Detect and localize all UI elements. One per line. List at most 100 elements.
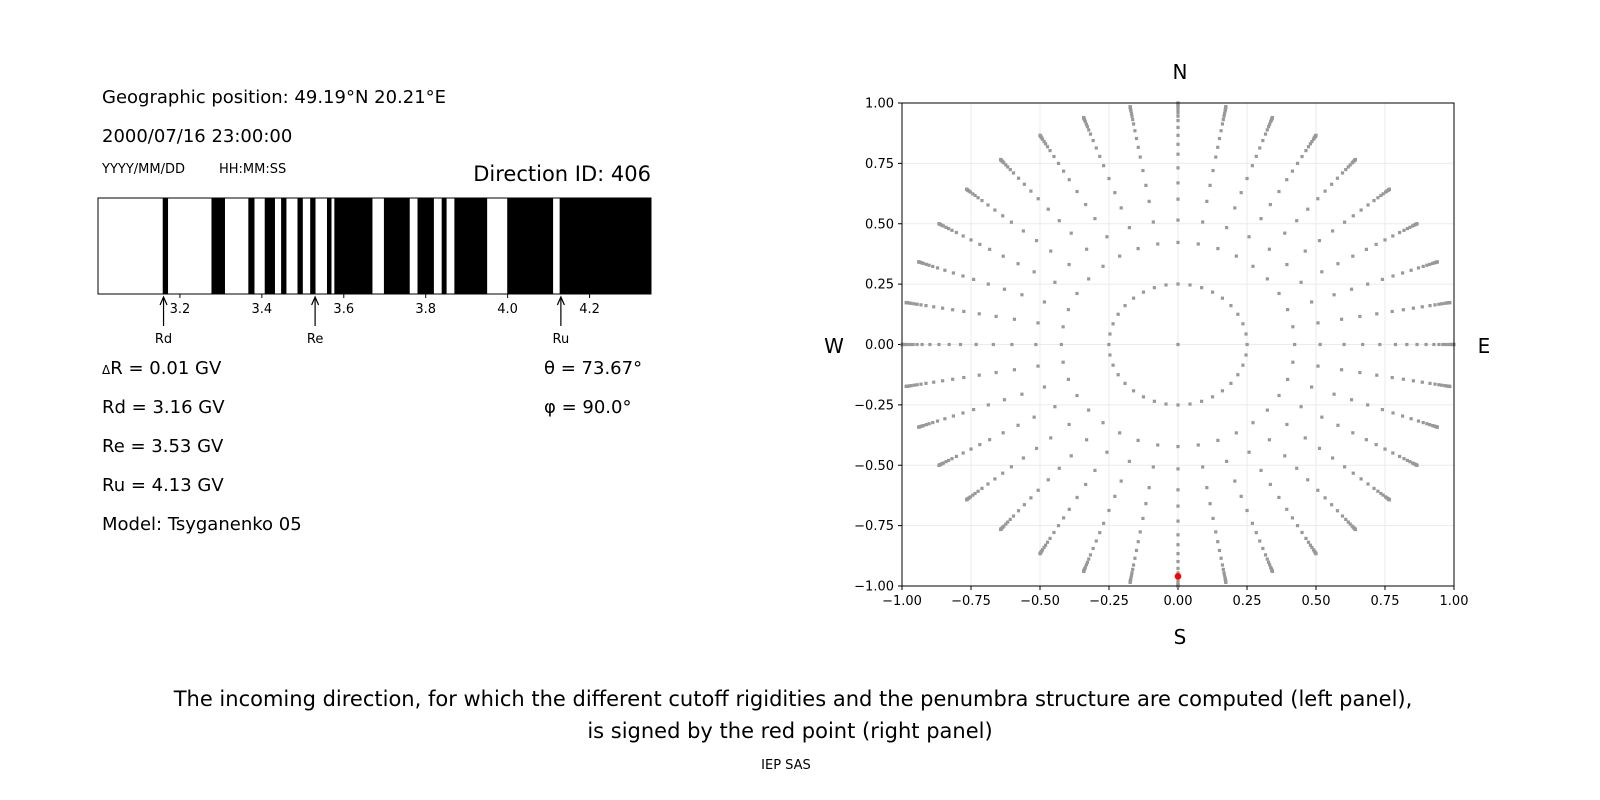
direction-point	[1105, 450, 1109, 454]
direction-point	[1448, 300, 1452, 305]
direction-point	[1001, 214, 1005, 218]
direction-point	[1034, 342, 1038, 347]
direction-point	[1364, 438, 1368, 442]
direction-west-label: W	[824, 334, 844, 358]
direction-point	[1211, 168, 1215, 173]
direction-point	[1220, 122, 1225, 126]
direction-point	[1266, 125, 1271, 129]
direction-point	[1336, 262, 1340, 266]
direction-point	[1309, 385, 1314, 389]
direction-point	[1408, 460, 1412, 464]
direction-point	[1299, 280, 1303, 284]
direction-east-label: E	[1478, 334, 1491, 358]
direction-point	[951, 271, 955, 275]
direction-south-label: S	[1174, 625, 1187, 649]
direction-point	[912, 302, 916, 306]
penumbra-frame	[97, 197, 652, 295]
direction-point	[980, 486, 984, 491]
direction-point	[1375, 373, 1379, 377]
direction-point	[1351, 431, 1355, 435]
direction-point	[1176, 504, 1180, 508]
direction-point	[1349, 398, 1354, 402]
datetime: 2000/07/16 23:00:00	[102, 126, 292, 147]
direction-point	[1425, 422, 1429, 426]
direction-point	[1220, 563, 1225, 567]
direction-point	[1259, 217, 1263, 221]
direction-point	[1111, 322, 1115, 326]
direction-point	[924, 423, 928, 427]
direction-point	[1351, 471, 1355, 475]
direction-point	[1128, 105, 1132, 109]
direction-point	[1221, 118, 1225, 122]
forbidden-band	[383, 198, 410, 294]
direction-point	[1107, 508, 1111, 513]
direction-point	[1042, 385, 1047, 389]
direction-point	[1222, 571, 1226, 575]
direction-point	[1036, 321, 1040, 325]
direction-point	[1091, 546, 1095, 551]
y-tick-label: −0.50	[854, 459, 894, 474]
direction-point	[1277, 495, 1281, 500]
direction-point	[1176, 218, 1180, 222]
direction-point	[1129, 573, 1134, 577]
direction-point	[1067, 422, 1071, 427]
direction-point	[1131, 118, 1135, 122]
direction-point	[1314, 133, 1318, 137]
direction-point	[1085, 125, 1090, 129]
forbidden-band	[297, 198, 303, 294]
direction-point	[1087, 277, 1091, 281]
direction-point	[1376, 196, 1380, 200]
direction-point	[1032, 415, 1036, 419]
direction-point	[1428, 381, 1432, 385]
direction-point	[1006, 520, 1010, 524]
direction-point	[1107, 176, 1111, 181]
direction-point	[1265, 557, 1269, 561]
direction-point	[1034, 239, 1039, 243]
direction-point	[1176, 108, 1180, 112]
forbidden-band	[264, 198, 275, 294]
direction-point	[976, 196, 980, 200]
direction-point	[1244, 353, 1248, 357]
y-tick-label: 0.00	[865, 338, 894, 353]
direction-point	[1285, 507, 1289, 511]
direction-point	[1176, 488, 1180, 492]
direction-point	[1201, 465, 1205, 469]
direction-point	[915, 302, 919, 306]
direction-point	[947, 458, 951, 462]
direction-point	[1141, 290, 1146, 294]
direction-point	[1277, 189, 1281, 194]
caption-line-2: is signed by the red point (right panel)	[587, 719, 992, 743]
time-format-label: HH:MM:SS	[219, 162, 286, 177]
x-tick-label: 0.00	[1164, 594, 1193, 609]
direction-point	[954, 454, 958, 459]
direction-point	[1233, 206, 1237, 210]
penumbra-background	[98, 198, 651, 294]
rd-value: Rd = 3.16 GV	[102, 397, 225, 418]
direction-point	[961, 234, 965, 238]
direction-point	[1118, 431, 1122, 435]
direction-point	[1133, 556, 1137, 560]
direction-point	[1366, 203, 1370, 207]
direction-point	[1331, 456, 1335, 460]
direction-point	[1351, 214, 1355, 218]
direction-point	[1247, 450, 1251, 454]
direction-point	[924, 262, 928, 266]
direction-point	[1093, 217, 1097, 221]
forbidden-band	[211, 198, 225, 294]
direction-point	[911, 342, 915, 347]
direction-point	[1346, 165, 1350, 169]
direction-point	[1306, 478, 1310, 482]
direction-point	[941, 306, 945, 310]
direction-point	[1291, 325, 1295, 329]
direction-point	[1401, 414, 1405, 418]
direction-point	[1136, 246, 1140, 251]
direction-point	[909, 384, 913, 388]
direction-point	[1245, 342, 1249, 347]
arrow-head-icon	[556, 295, 565, 306]
direction-point	[1339, 368, 1344, 372]
direction-point	[1376, 489, 1380, 493]
direction-point	[1084, 202, 1088, 207]
direction-point	[1335, 176, 1340, 180]
direction-point	[1378, 342, 1382, 347]
direction-point	[1075, 291, 1079, 296]
